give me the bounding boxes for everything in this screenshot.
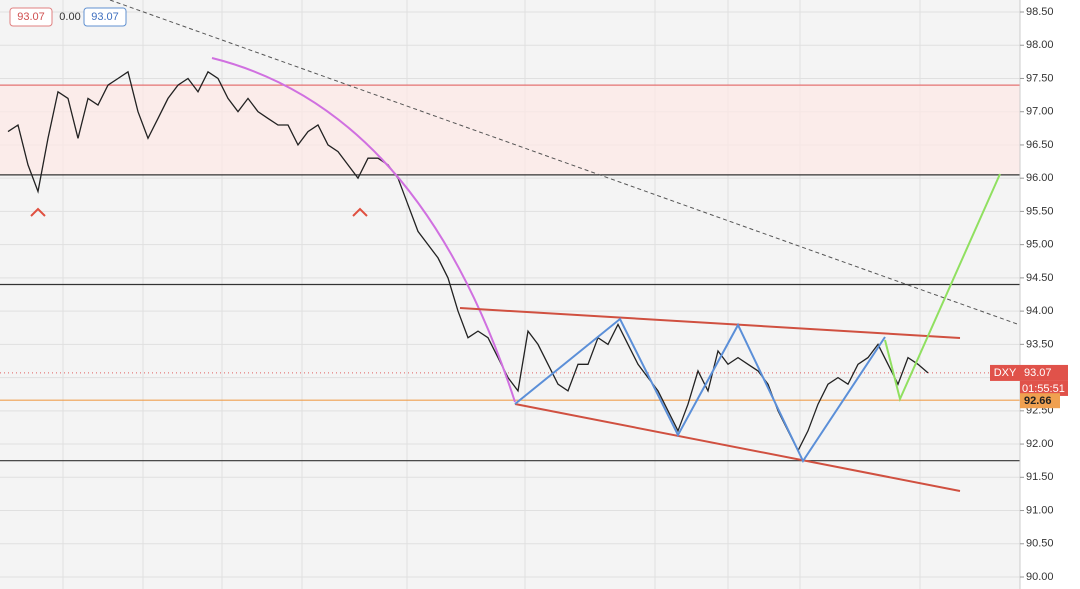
timer-box: [1020, 380, 1068, 396]
channel-bottom: [514, 403, 961, 492]
close: 93.07: [91, 11, 119, 23]
level-label: 92.66: [1024, 395, 1052, 407]
y-tick-label: 91.50: [1026, 471, 1054, 483]
channel-top: [459, 307, 961, 339]
arc: [211, 57, 516, 403]
last-price: 93.07: [1024, 367, 1052, 379]
markers: [30, 207, 368, 217]
wave: [514, 317, 886, 464]
zone: [0, 85, 1020, 175]
symbol: DXY: [994, 367, 1017, 379]
price-box: [1020, 364, 1068, 381]
y-tick-label: 96.00: [1026, 172, 1054, 184]
y-tick-label: 95.50: [1026, 205, 1054, 217]
y-tick-label: 98.50: [1026, 6, 1054, 18]
y-tick-label: 97.50: [1026, 72, 1054, 84]
open: 93.07: [17, 11, 45, 23]
y-tick-label: 97.00: [1026, 106, 1054, 118]
y-tick-label: 94.00: [1026, 305, 1054, 317]
dashed-trendline: [109, 0, 1021, 326]
level-box: [1020, 393, 1060, 409]
symbol-box: [990, 364, 1020, 381]
y-tick-label: 95.00: [1026, 239, 1054, 251]
y-tick-label: 93.50: [1026, 338, 1054, 350]
y-tick-label: 98.00: [1026, 39, 1054, 51]
close-box: [83, 7, 127, 27]
y-tick-label: 94.50: [1026, 272, 1054, 284]
drawings: [30, 0, 1021, 492]
y-tick-label: 92.00: [1026, 438, 1054, 450]
y-tick-label: 91.00: [1026, 504, 1054, 516]
projection: [884, 173, 1001, 403]
open-box: [9, 7, 53, 27]
timer: 01:55:51: [1022, 383, 1065, 395]
y-tick-label: 90.00: [1026, 571, 1054, 583]
legend: 93.07 0.00 93.07: [9, 7, 127, 27]
price-axis: [1020, 0, 1080, 589]
y-tick-label: 90.50: [1026, 538, 1054, 550]
y-tick-label: 96.50: [1026, 139, 1054, 151]
change: 0.00: [59, 11, 80, 23]
